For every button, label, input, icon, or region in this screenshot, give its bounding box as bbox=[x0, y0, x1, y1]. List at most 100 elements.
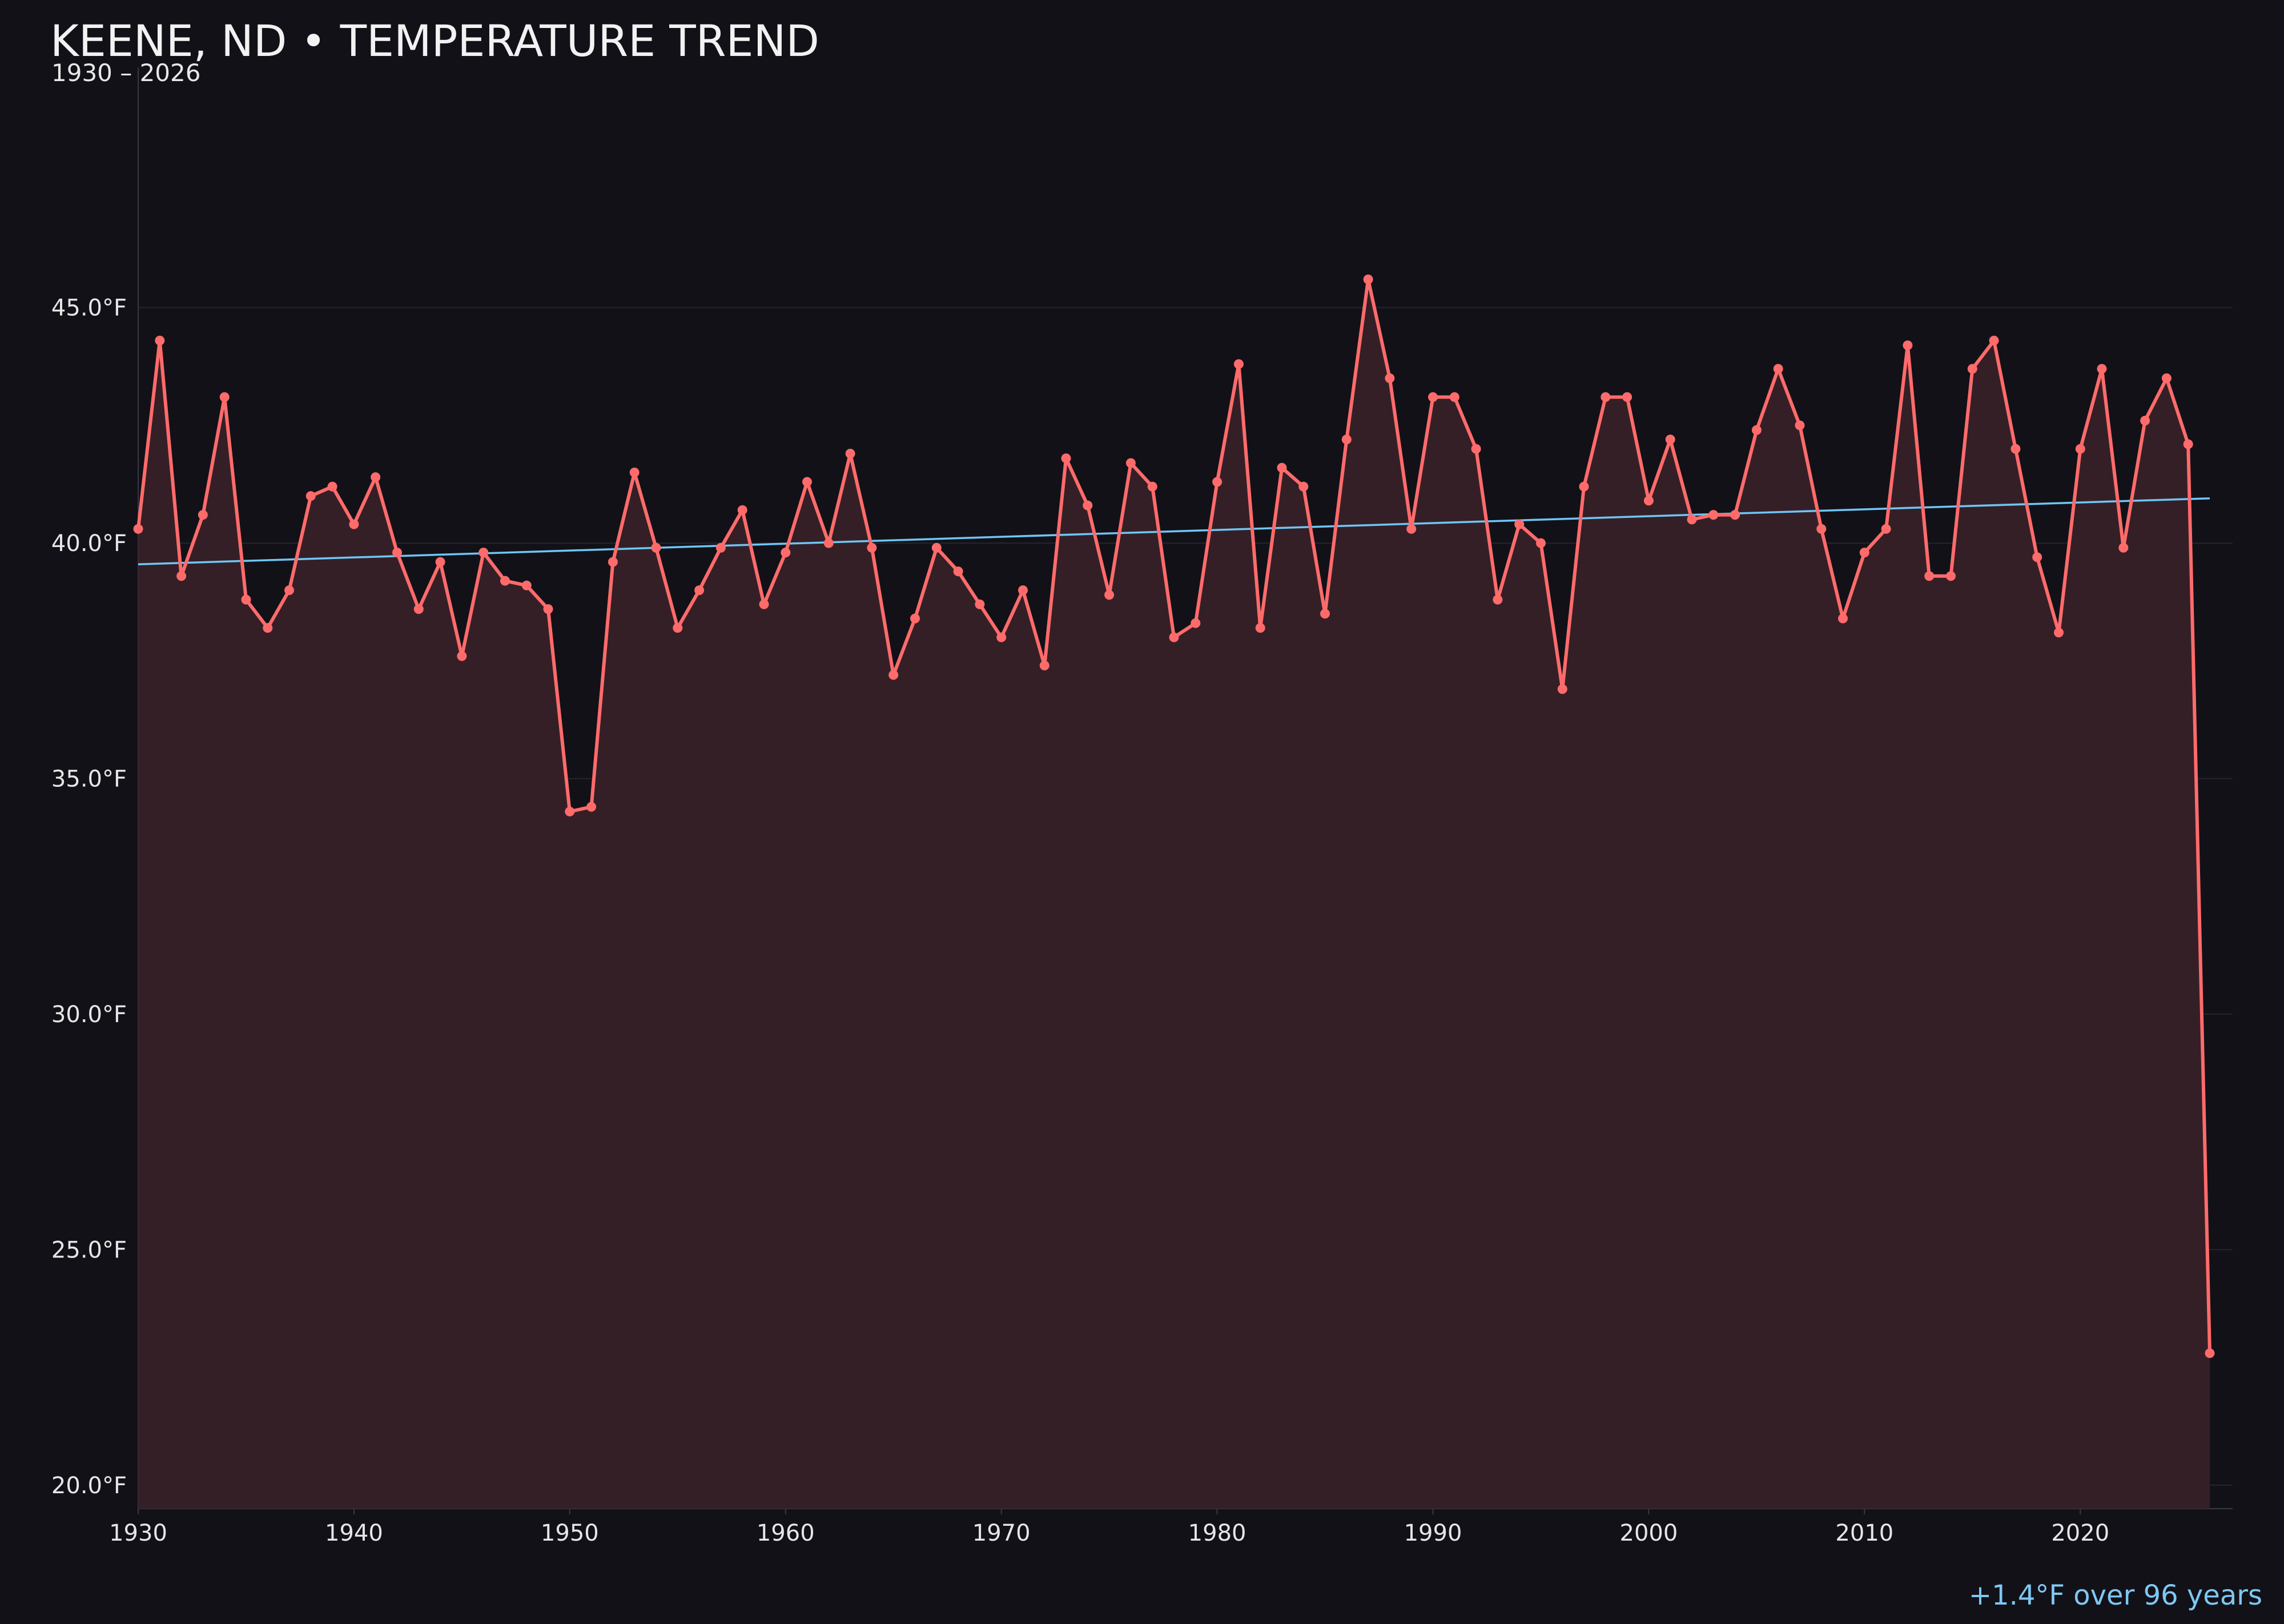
data-point bbox=[2032, 552, 2042, 562]
data-point bbox=[781, 548, 791, 558]
trend-annotation: +1.4°F over 96 years bbox=[1969, 1579, 2262, 1611]
data-point bbox=[284, 585, 294, 596]
x-tick-label: 2000 bbox=[1620, 1520, 1678, 1546]
data-point bbox=[845, 448, 855, 459]
data-point bbox=[910, 613, 920, 624]
x-tick-label: 1970 bbox=[972, 1520, 1031, 1546]
data-point bbox=[1428, 392, 1438, 402]
data-point bbox=[953, 566, 963, 577]
data-point bbox=[1191, 618, 1201, 628]
temperature-area-fill bbox=[138, 279, 2210, 1509]
data-point bbox=[737, 505, 747, 515]
chart-title: KEENE, ND • TEMPERATURE TREND bbox=[50, 15, 819, 66]
data-point bbox=[975, 599, 985, 609]
x-tick-label: 1980 bbox=[1188, 1520, 1246, 1546]
data-point bbox=[1622, 392, 1632, 402]
data-point bbox=[1514, 519, 1525, 529]
data-point bbox=[931, 542, 942, 553]
data-point bbox=[2205, 1348, 2215, 1358]
data-point bbox=[1816, 524, 1827, 534]
data-point bbox=[1795, 420, 1805, 431]
data-point bbox=[1061, 453, 1071, 464]
data-point bbox=[1233, 359, 1244, 369]
data-point bbox=[435, 557, 445, 567]
data-point bbox=[2054, 628, 2064, 638]
data-point bbox=[1730, 510, 1740, 520]
data-point bbox=[2010, 444, 2021, 454]
data-point bbox=[1859, 548, 1869, 558]
y-tick-label: 40.0°F bbox=[51, 530, 127, 557]
data-point bbox=[133, 524, 143, 534]
data-point bbox=[694, 585, 705, 596]
y-tick-label: 35.0°F bbox=[51, 766, 127, 793]
y-tick-label: 25.0°F bbox=[51, 1237, 127, 1263]
data-point bbox=[1881, 524, 1891, 534]
data-point bbox=[1406, 524, 1417, 534]
data-point bbox=[1471, 444, 1481, 454]
data-point bbox=[715, 542, 726, 553]
data-point bbox=[263, 623, 273, 633]
x-tick-label: 2020 bbox=[2051, 1520, 2109, 1546]
data-point bbox=[543, 604, 553, 614]
y-tick-labels: 20.0°F 25.0°F 30.0°F 35.0°F 40.0°F 45.0°F bbox=[51, 295, 127, 1499]
data-point bbox=[1039, 661, 1049, 670]
data-point bbox=[500, 576, 510, 586]
x-tick-labels: 1930 1940 1950 1960 1970 1980 1990 2000 2010 2020 bbox=[109, 1520, 2109, 1546]
data-point bbox=[1147, 481, 1157, 492]
temperature-points bbox=[133, 274, 2215, 1358]
data-point bbox=[241, 594, 251, 605]
x-tick-label: 1930 bbox=[109, 1520, 167, 1546]
data-point bbox=[1104, 590, 1115, 600]
y-tick-label: 20.0°F bbox=[51, 1473, 127, 1499]
data-point bbox=[629, 467, 640, 477]
data-point bbox=[823, 538, 834, 548]
data-point bbox=[1536, 538, 1546, 548]
data-point bbox=[305, 491, 316, 501]
data-point bbox=[1385, 373, 1395, 383]
data-point bbox=[586, 802, 597, 812]
data-point bbox=[1687, 514, 1697, 525]
data-point bbox=[2183, 439, 2193, 449]
data-point bbox=[867, 542, 877, 553]
data-point bbox=[1967, 364, 1977, 374]
data-point bbox=[1018, 585, 1028, 596]
x-tick-label: 2010 bbox=[1835, 1520, 1893, 1546]
data-point bbox=[673, 623, 683, 633]
data-point bbox=[349, 519, 359, 529]
data-point bbox=[1363, 274, 1373, 284]
data-point bbox=[1601, 392, 1611, 402]
data-point bbox=[1838, 613, 1848, 624]
data-point bbox=[1277, 463, 1287, 473]
data-point bbox=[1903, 340, 1913, 351]
data-point bbox=[1083, 500, 1093, 510]
data-point bbox=[392, 548, 402, 558]
data-point bbox=[1169, 632, 1179, 642]
data-point bbox=[521, 580, 532, 590]
data-point bbox=[155, 335, 165, 345]
data-point bbox=[1708, 510, 1719, 520]
data-point bbox=[802, 477, 812, 487]
data-point bbox=[1298, 481, 1309, 492]
data-point bbox=[198, 510, 208, 520]
data-point bbox=[2097, 364, 2107, 374]
data-point bbox=[2075, 444, 2085, 454]
data-point bbox=[1212, 477, 1223, 487]
temperature-area bbox=[138, 279, 2210, 1509]
data-point bbox=[1924, 571, 1935, 581]
data-point bbox=[1643, 496, 1654, 506]
data-point bbox=[1773, 364, 1783, 374]
data-point bbox=[327, 481, 337, 492]
x-tick-label: 1990 bbox=[1404, 1520, 1462, 1546]
data-point bbox=[1665, 435, 1675, 445]
y-tick-label: 45.0°F bbox=[51, 295, 127, 321]
y-tick-label: 30.0°F bbox=[51, 1002, 127, 1028]
data-point bbox=[1320, 609, 1330, 619]
data-point bbox=[1579, 481, 1589, 492]
data-point bbox=[1946, 571, 1956, 581]
data-point bbox=[371, 472, 381, 483]
data-point bbox=[2161, 373, 2172, 383]
data-point bbox=[1557, 684, 1567, 694]
data-point bbox=[1493, 594, 1503, 605]
data-point bbox=[1989, 335, 1999, 345]
